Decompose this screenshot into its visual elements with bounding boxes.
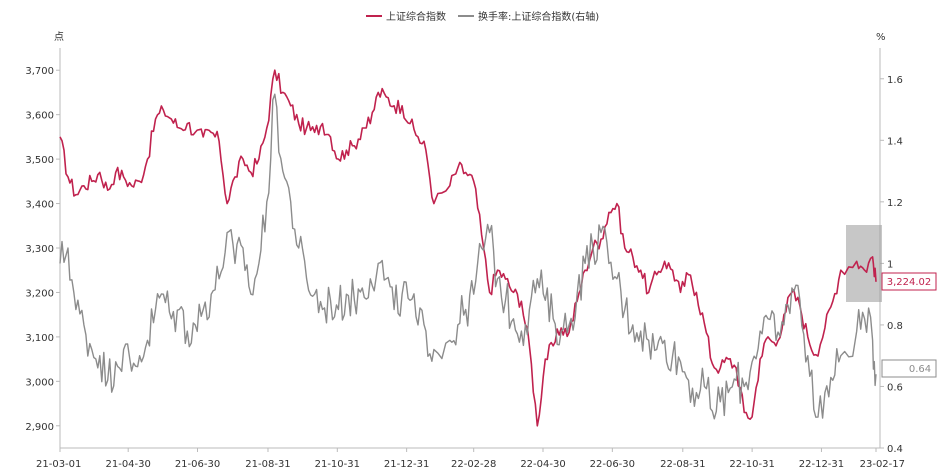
x-axis-ticks: 21-03-01 21-04-30 21-06-30 21-08-31 21-10-31…	[36, 448, 905, 470]
left-tick-label: 2,900	[25, 422, 54, 433]
x-tick-label: 21-12-31	[384, 459, 429, 470]
x-tick-label: 21-06-30	[175, 459, 220, 470]
highlight-box	[846, 225, 882, 302]
left-axis-unit: 点	[54, 31, 64, 43]
end-label-shanghai-composite: 3,224.02	[881, 272, 937, 291]
right-tick-label: 0.6	[887, 382, 903, 393]
x-tick-label: 21-08-31	[245, 459, 290, 470]
left-tick-label: 3,100	[25, 333, 54, 344]
x-tick-label: 22-08-31	[660, 459, 705, 470]
x-tick-label: 21-03-01	[36, 459, 81, 470]
left-tick-label: 3,200	[25, 288, 54, 299]
x-tick-label: 22-04-30	[520, 459, 565, 470]
x-tick-label: 22-12-31	[799, 459, 844, 470]
series-line-shanghai-composite	[59, 69, 877, 427]
end-label-box-shanghai-composite	[881, 272, 937, 291]
legend-item-shanghai-composite: 上证综合指数	[366, 10, 446, 23]
x-tick-label: 23-02-17	[860, 459, 905, 470]
end-label-turnover-rate: 0.64	[881, 359, 937, 378]
left-tick-label: 3,400	[25, 200, 54, 211]
x-tick-label: 21-04-30	[105, 459, 150, 470]
right-tick-label: 1.4	[887, 136, 903, 147]
right-axis-unit: %	[876, 32, 886, 43]
legend-label-turnover-rate: 换手率:上证综合指数(右轴)	[478, 10, 599, 23]
end-label-box-turnover-rate	[881, 359, 937, 378]
right-axis-ticks: 0.4 0.6 0.8 1 1.2 1.4 1.6	[880, 75, 903, 455]
legend-item-turnover-rate: 换手率:上证综合指数(右轴)	[458, 10, 599, 23]
right-tick-label: 1	[887, 259, 893, 270]
x-tick-label: 22-10-31	[729, 459, 774, 470]
right-tick-label: 0.4	[887, 444, 903, 455]
left-tick-label: 3,700	[25, 66, 54, 77]
right-tick-label: 0.8	[887, 321, 903, 332]
legend-label-shanghai-composite: 上证综合指数	[386, 10, 446, 23]
left-tick-label: 3,000	[25, 377, 54, 388]
right-tick-label: 1.2	[887, 198, 903, 209]
x-tick-label: 21-10-31	[315, 459, 360, 470]
left-tick-label: 3,600	[25, 111, 54, 122]
x-tick-label: 22-02-28	[451, 459, 496, 470]
left-tick-label: 3,300	[25, 244, 54, 255]
left-tick-label: 3,500	[25, 155, 54, 166]
series-line-turnover-rate	[59, 93, 877, 420]
chart-legend: 上证综合指数 换手率:上证综合指数(右轴)	[366, 10, 599, 23]
right-tick-label: 1.6	[887, 75, 903, 86]
end-label-text-shanghai-composite: 3,224.02	[887, 277, 932, 288]
end-label-text-turnover-rate: 0.64	[909, 364, 931, 375]
x-tick-label: 22-06-30	[590, 459, 635, 470]
left-axis-ticks: 2,900 3,000 3,100 3,200 3,300 3,400 3,500 3,600…	[25, 66, 60, 433]
